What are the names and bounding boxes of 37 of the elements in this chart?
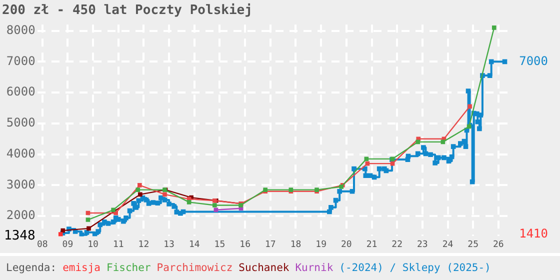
x-tick-label: 12 xyxy=(138,240,150,250)
chart-title: 200 zł - 450 lat Poczty Polskiej xyxy=(2,3,252,18)
y-tick-label: 3000 xyxy=(6,177,36,192)
x-tick-label: 21 xyxy=(366,240,378,250)
x-tick-label: 11 xyxy=(112,240,124,250)
y-tick-label: 7000 xyxy=(6,54,36,68)
x-tick-label: 18 xyxy=(290,240,302,250)
y-tick-label: 4000 xyxy=(6,146,36,160)
y-tick-label: 8000 xyxy=(6,22,36,37)
x-tick-label: 16 xyxy=(240,240,250,250)
y2-tick-label: 7000 xyxy=(519,54,548,68)
x-tick-label: 22 xyxy=(392,240,403,250)
y-tick-label: 1348 xyxy=(4,228,36,244)
legend-title: Legenda: xyxy=(6,262,57,274)
x-tick-label: 20 xyxy=(340,240,352,250)
text: Parchimowicz xyxy=(156,262,233,274)
x-tick-label: 08 xyxy=(36,240,48,250)
x-tick-label: 24 xyxy=(442,240,454,250)
text: emisja xyxy=(62,262,101,274)
x-tick-label: 23 xyxy=(417,240,428,250)
x-tick-label: 26 xyxy=(493,240,504,250)
x-tick-label: 14 xyxy=(188,240,200,250)
y2-tick-label: 1410 xyxy=(519,226,548,240)
y-tick-label: 6000 xyxy=(6,84,36,99)
x-tick-label: 25 xyxy=(468,240,479,250)
x-tick-label: 09 xyxy=(62,240,74,250)
x-tick-label: 13 xyxy=(164,240,174,250)
y-tick-label: 5000 xyxy=(6,116,36,130)
x-tick-label: 17 xyxy=(264,240,276,250)
text: Suchanek xyxy=(238,262,290,274)
y-tick-label: 2000 xyxy=(6,208,36,222)
text: (-2024) / Sklepy (2025-) xyxy=(339,262,491,274)
x-tick-label: 19 xyxy=(316,240,326,250)
x-tick-label: 15 xyxy=(214,240,226,250)
text: Fischer xyxy=(106,262,151,274)
text: Kurnik xyxy=(295,262,334,274)
x-tick-label: 10 xyxy=(88,240,98,250)
